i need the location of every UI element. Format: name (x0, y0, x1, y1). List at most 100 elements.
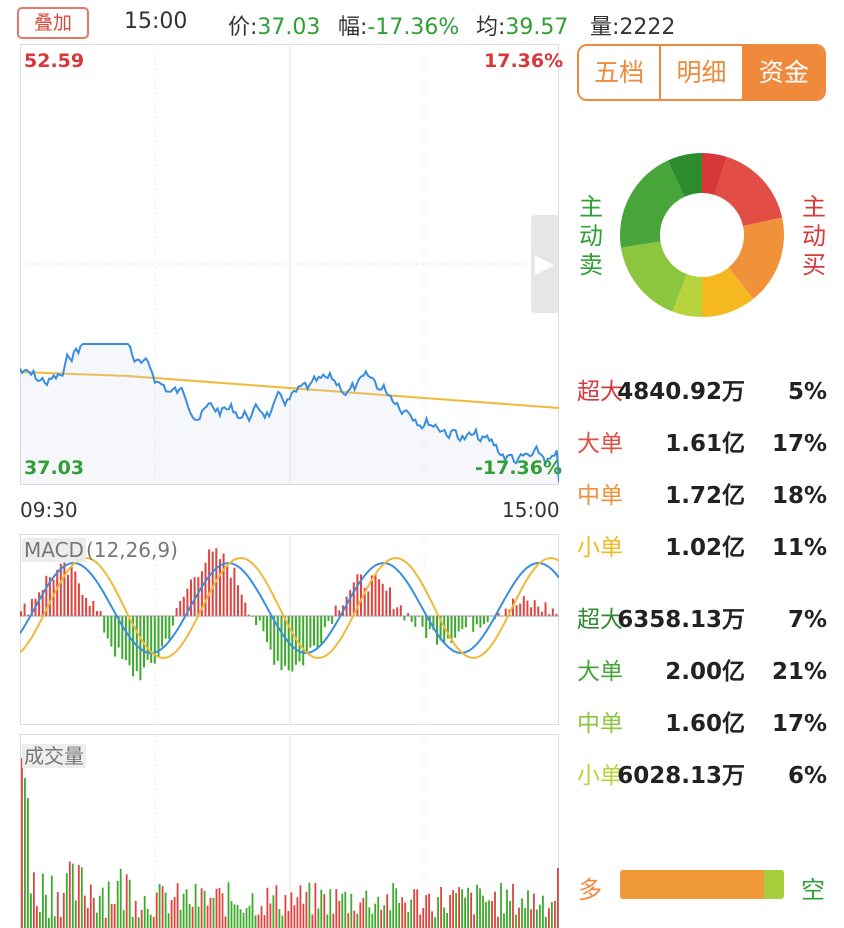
volume-bar (128, 879, 131, 928)
volume-bar (104, 917, 107, 928)
volume-bar (455, 893, 457, 928)
volume-bar (269, 903, 272, 928)
volume-bar (398, 902, 401, 928)
macd-bar (219, 559, 221, 616)
macd-bar (96, 611, 98, 616)
volume-bar (74, 900, 77, 928)
volume-bar (437, 897, 439, 928)
macd-bar (385, 590, 388, 616)
volume-bar (377, 896, 380, 928)
volume-bar (485, 901, 487, 928)
volume-bar (509, 901, 511, 928)
row-category: 中单 (577, 483, 623, 509)
macd-bar (479, 616, 482, 628)
volume-bar (356, 913, 359, 928)
tab-capital[interactable]: 资金 (741, 46, 824, 99)
expand-panel-button[interactable]: ▶ (531, 215, 558, 313)
macd-bar (356, 574, 359, 616)
macd-bar (425, 616, 428, 639)
volume-label: 量: (590, 15, 620, 40)
macd-bar (367, 591, 370, 616)
volume-bar (407, 911, 410, 928)
macd-bar (410, 616, 413, 622)
volume-bar (152, 916, 155, 928)
macd-bar (526, 600, 529, 616)
macd-bar (443, 616, 446, 643)
volume-bar (110, 903, 113, 928)
macd-bar (544, 602, 547, 616)
macd-bar (244, 602, 247, 616)
overlay-button[interactable]: 叠加 (17, 7, 89, 39)
volume-bar (557, 868, 559, 928)
macd-bar (548, 614, 551, 616)
avg-label: 均: (476, 15, 506, 40)
volume-bar (89, 884, 92, 928)
volume-bar (428, 893, 430, 928)
volume-chart[interactable] (20, 734, 559, 928)
volume-bar (359, 902, 362, 928)
volume-value: 2222 (619, 15, 676, 40)
donut-segment (702, 153, 727, 195)
macd-bar (266, 616, 268, 643)
macd-bar (103, 616, 106, 633)
volume-bar (518, 907, 520, 928)
change-label: 幅: (338, 15, 368, 40)
macd-bar (327, 616, 330, 622)
volume-bar (389, 910, 392, 928)
volume-bar (461, 889, 463, 928)
volume-bar (191, 906, 194, 928)
macd-bar (247, 614, 250, 616)
macd-bar (519, 603, 522, 616)
macd-bar (106, 616, 109, 639)
row-amount: 1.60亿 (665, 711, 745, 737)
macd-bar (56, 569, 59, 616)
macd-bar (313, 616, 315, 646)
volume-bar (27, 798, 29, 928)
macd-bar (48, 577, 51, 616)
volume-bar (30, 893, 32, 928)
row-amount: 1.72亿 (665, 483, 745, 509)
donut-segment (620, 241, 687, 312)
tab-details[interactable]: 明细 (659, 46, 742, 99)
volume-bar (116, 880, 119, 928)
volume-bar (92, 897, 95, 928)
sell-row-small: 小单 6028.13万 6% (577, 756, 827, 796)
volume-bar (62, 892, 65, 928)
row-percent: 11% (771, 535, 827, 561)
macd-bar (85, 597, 88, 616)
macd-chart[interactable] (20, 534, 559, 725)
macd-bar (436, 616, 438, 645)
volume-bar (290, 892, 293, 928)
volume-bar (527, 890, 529, 928)
donut-segment (728, 217, 784, 299)
macd-bar (483, 616, 485, 625)
volume-bar (86, 908, 89, 928)
buy-row-large: 大单 1.61亿 17% (577, 424, 827, 464)
volume-bar (215, 888, 218, 928)
volume-bar (395, 888, 398, 928)
volume-bar (386, 894, 389, 928)
price-chart[interactable] (20, 44, 559, 485)
volume-bar (50, 875, 53, 928)
header-avg: 均:39.57 (476, 9, 568, 41)
macd-bar (27, 614, 30, 616)
macd-bar (269, 616, 272, 650)
macd-bar (124, 616, 127, 661)
macd-bar (497, 613, 500, 616)
tab-five-levels[interactable]: 五档 (579, 46, 660, 99)
volume-bar (33, 872, 35, 928)
volume-bar (170, 899, 173, 928)
volume-bar (233, 904, 236, 928)
volume-bar (245, 908, 248, 928)
macd-bar (414, 616, 417, 627)
volume-bar (179, 909, 182, 928)
volume-bar (242, 912, 245, 928)
volume-bar (122, 910, 125, 928)
macd-bar (175, 608, 178, 616)
volume-bar (308, 882, 311, 928)
macd-bar (41, 589, 44, 616)
donut-segment (702, 267, 754, 317)
volume-bar (494, 891, 496, 928)
macd-bar (52, 579, 55, 616)
volume-bar (404, 902, 407, 928)
